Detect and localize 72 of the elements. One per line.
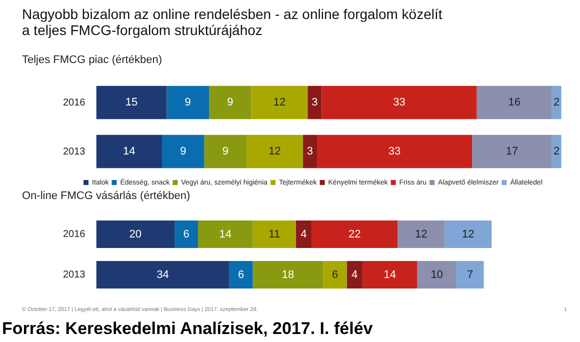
text: Forrás: Kereskedelmi Analízisek, 2017. I. félév (2, 319, 373, 339)
data-label: 9 (227, 96, 234, 109)
bar (252, 260, 324, 289)
data-label: 2 (554, 146, 560, 158)
bar (174, 220, 198, 248)
data-label: 15 (125, 96, 138, 109)
data-label: 6 (183, 228, 190, 240)
data-label: 3 (312, 96, 318, 109)
data-label: 14 (384, 268, 396, 281)
bar (198, 220, 253, 248)
data-label: 2 (554, 96, 560, 109)
bar (322, 86, 477, 120)
bar (472, 134, 552, 168)
y-tick-label: 2013 (62, 270, 86, 280)
data-label: 9 (180, 146, 186, 158)
bar (251, 86, 308, 120)
data-label: 4 (300, 228, 307, 240)
data-label: 4 (352, 268, 358, 281)
bar (552, 134, 562, 168)
bar (323, 260, 347, 289)
data-label: 10 (430, 268, 443, 281)
data-label: 11 (268, 228, 280, 240)
bar (208, 86, 252, 120)
bar (162, 134, 204, 168)
bar (96, 86, 167, 120)
bar (204, 134, 247, 168)
bar (96, 220, 175, 248)
data-label: 14 (219, 228, 232, 240)
data-label: 9 (222, 146, 228, 158)
bar (398, 220, 445, 248)
data-label: 12 (273, 96, 286, 109)
data-label: 12 (415, 228, 428, 240)
bar (96, 134, 162, 168)
chart-title: Nagyobb bizalom az online rendelésben - az online forgalom közelít a teljes FMCG-forgalom struktúrájához (22, 6, 442, 38)
bar (308, 86, 322, 120)
data-label: 12 (268, 146, 281, 158)
bar (444, 220, 492, 248)
bar (166, 86, 209, 120)
data-label: 9 (184, 96, 191, 109)
bar (296, 220, 312, 248)
bar (252, 220, 296, 248)
bar (246, 134, 303, 168)
data-label: 33 (393, 96, 406, 109)
bar (302, 134, 318, 168)
bar (312, 220, 398, 248)
bar (417, 260, 456, 289)
bar (456, 260, 484, 289)
data-label: 14 (123, 146, 136, 158)
data-label: 33 (388, 146, 401, 158)
data-label: 12 (462, 228, 474, 240)
data-label: 18 (282, 268, 294, 281)
y-tick-label: 2016 (62, 229, 86, 240)
chart-subtitle: Teljes FMCG piac (értékben) (22, 54, 162, 66)
bar (346, 260, 362, 289)
y-tick-label: 2013 (62, 146, 86, 158)
bar (476, 86, 552, 120)
data-label: 3 (306, 146, 314, 158)
data-label: 22 (348, 228, 361, 240)
data-label: 6 (238, 268, 244, 281)
y-tick-label: 2016 (62, 97, 86, 108)
data-label: 16 (508, 96, 520, 109)
bar (552, 86, 562, 120)
data-label: 34 (156, 268, 169, 281)
bar (317, 134, 472, 168)
bar (96, 260, 230, 289)
data-label: 20 (129, 228, 142, 240)
chart-subtitle: On-line FMCG vásárlás (értékben) (22, 190, 190, 202)
data-label: 17 (506, 146, 518, 158)
data-label: 7 (467, 268, 474, 281)
data-label: 6 (332, 268, 338, 281)
bar (362, 260, 418, 289)
bar (229, 260, 253, 289)
